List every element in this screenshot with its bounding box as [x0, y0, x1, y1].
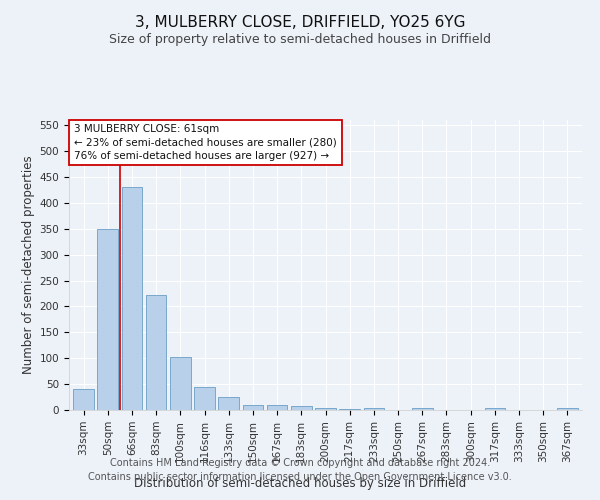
Text: Distribution of semi-detached houses by size in Driffield: Distribution of semi-detached houses by … — [134, 477, 466, 490]
Bar — [194, 387, 215, 410]
Text: Contains HM Land Registry data © Crown copyright and database right 2024.
Contai: Contains HM Land Registry data © Crown c… — [88, 458, 512, 481]
Bar — [412, 408, 433, 410]
Bar — [97, 229, 118, 410]
Text: 3, MULBERRY CLOSE, DRIFFIELD, YO25 6YG: 3, MULBERRY CLOSE, DRIFFIELD, YO25 6YG — [135, 15, 465, 30]
Bar — [364, 408, 384, 410]
Y-axis label: Number of semi-detached properties: Number of semi-detached properties — [22, 156, 35, 374]
Bar — [122, 188, 142, 410]
Bar — [485, 408, 505, 410]
Bar — [557, 408, 578, 410]
Bar — [315, 408, 336, 410]
Bar — [267, 405, 287, 410]
Bar — [340, 409, 360, 410]
Bar — [291, 406, 311, 410]
Bar — [242, 406, 263, 410]
Bar — [73, 390, 94, 410]
Bar — [170, 356, 191, 410]
Text: Size of property relative to semi-detached houses in Driffield: Size of property relative to semi-detach… — [109, 32, 491, 46]
Text: 3 MULBERRY CLOSE: 61sqm
← 23% of semi-detached houses are smaller (280)
76% of s: 3 MULBERRY CLOSE: 61sqm ← 23% of semi-de… — [74, 124, 337, 161]
Bar — [218, 396, 239, 410]
Bar — [146, 295, 166, 410]
